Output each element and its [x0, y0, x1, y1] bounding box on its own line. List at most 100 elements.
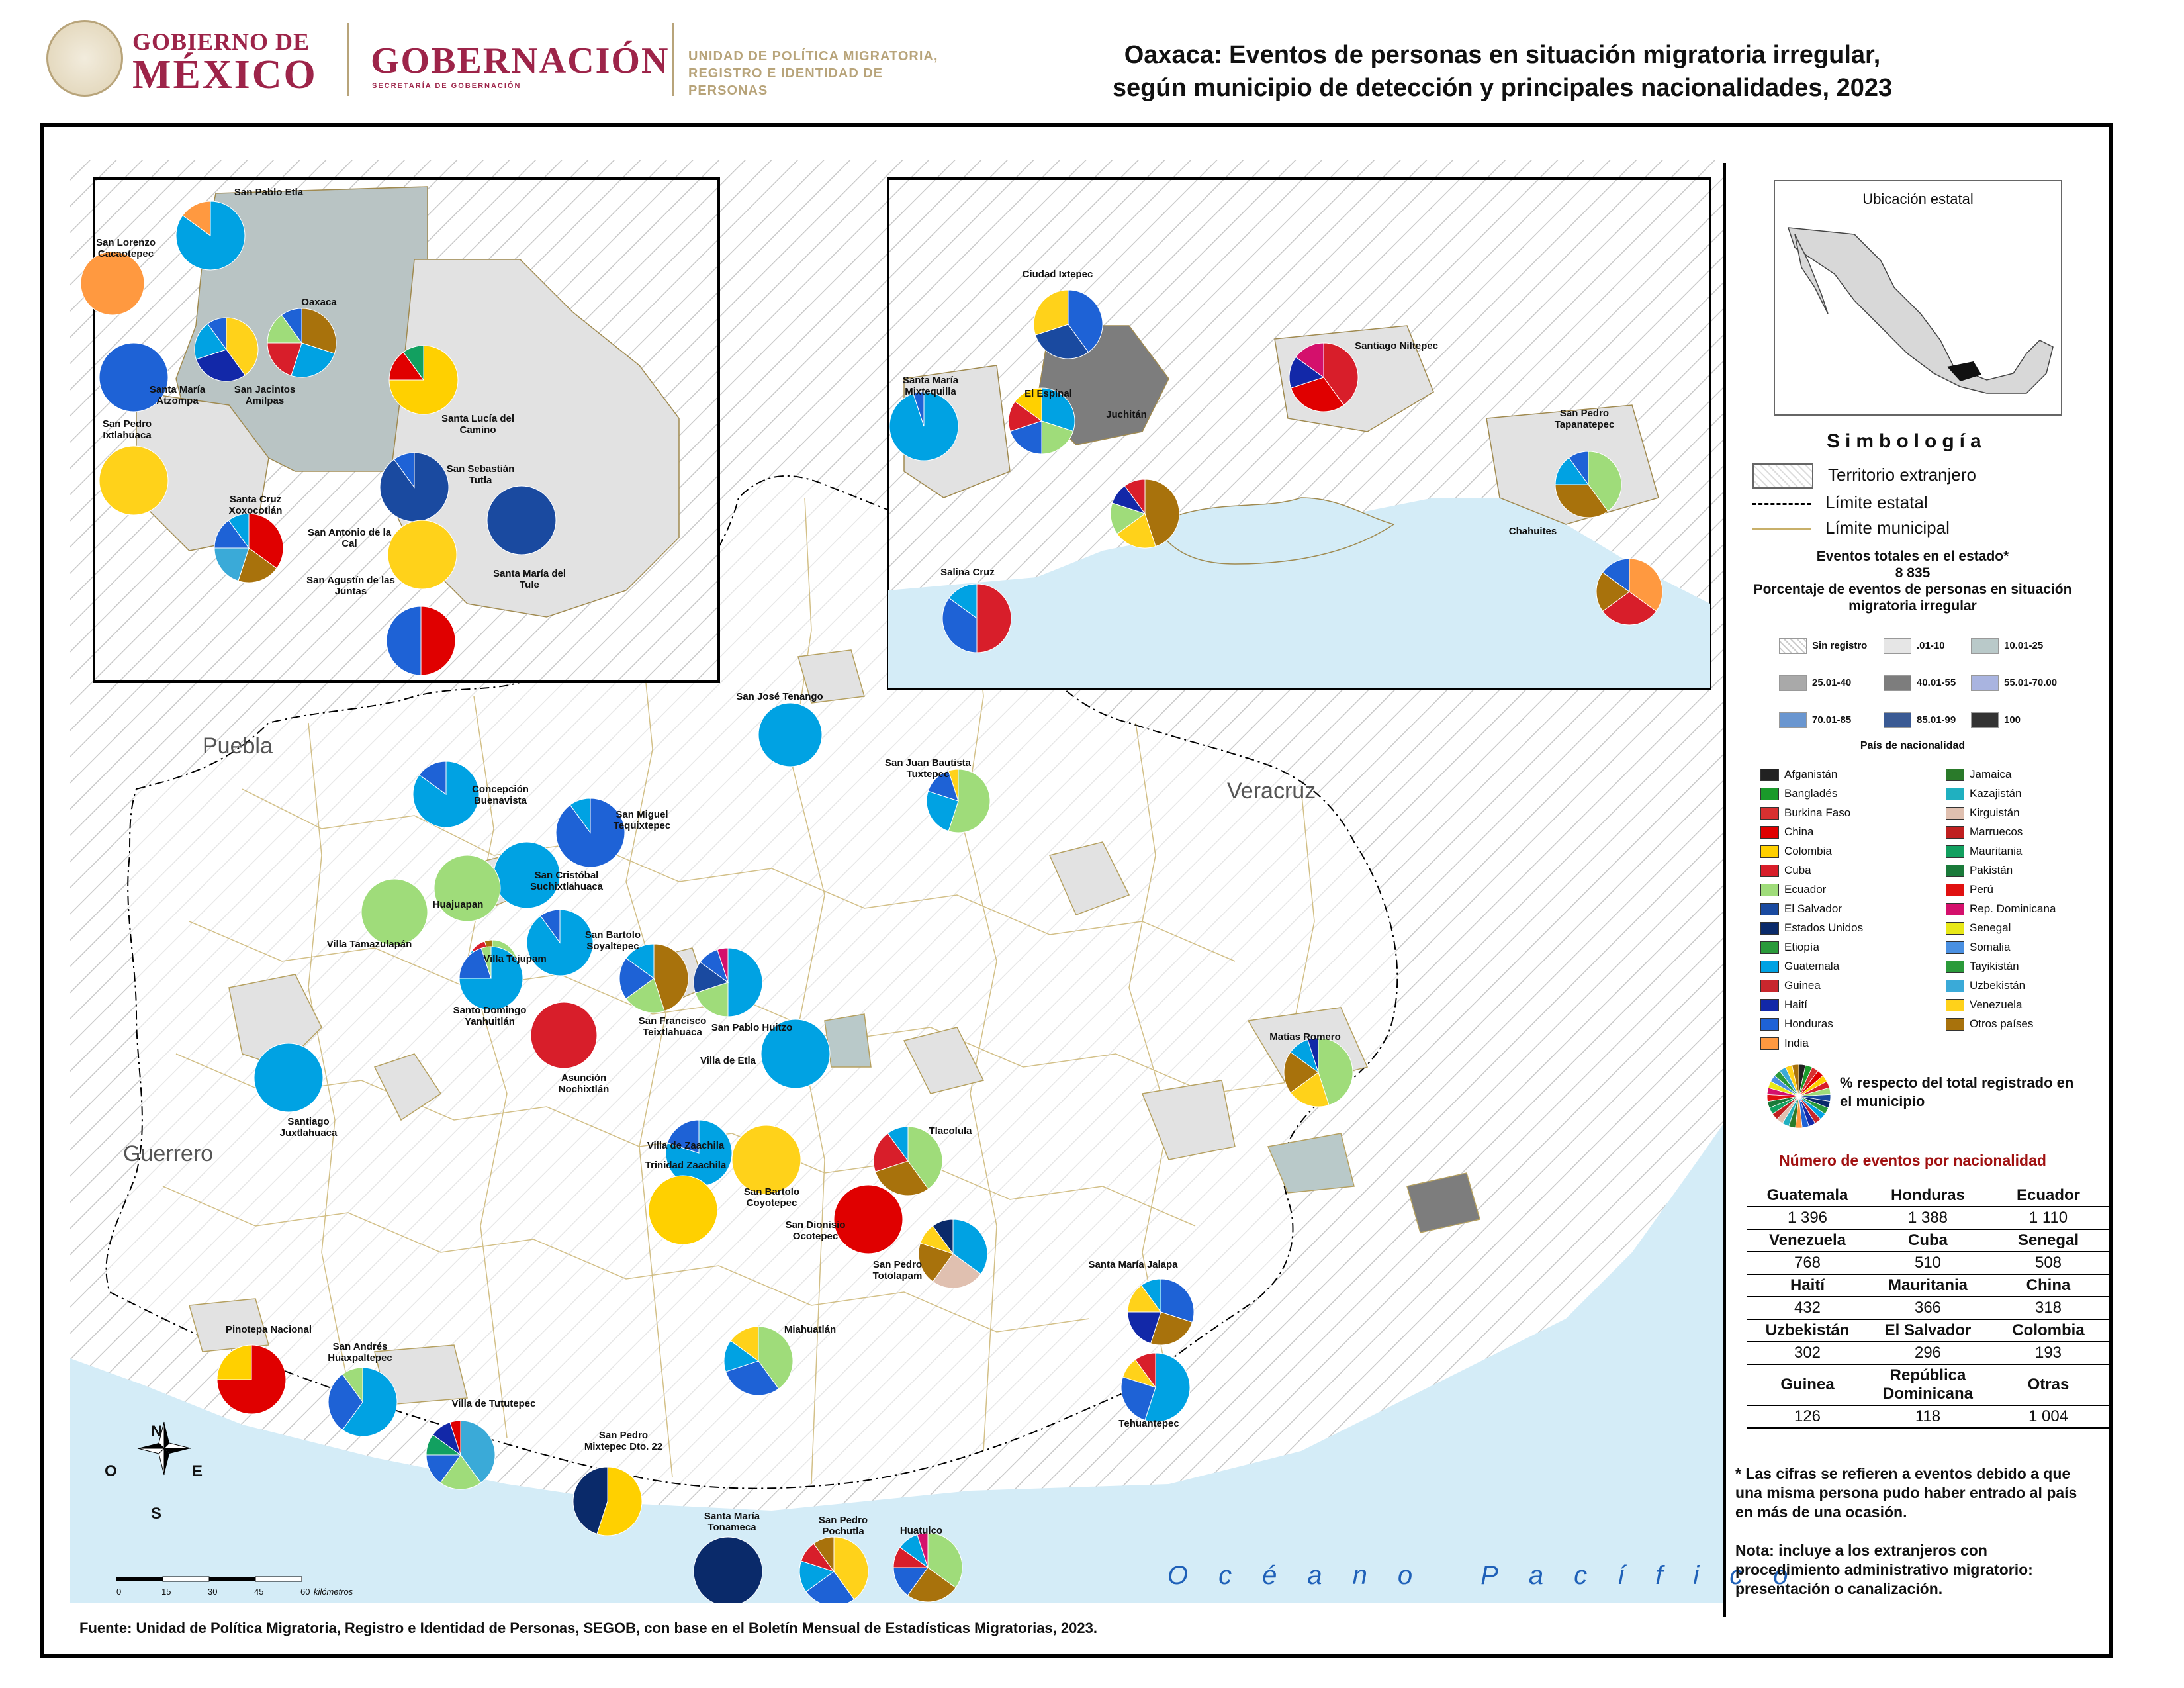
pie-san-agustin-de-las-juntas — [386, 606, 456, 676]
nationality-china: China — [1760, 825, 1813, 839]
slice-ecuador — [694, 982, 729, 1017]
table-header-row: Haití Mauritania China — [1747, 1274, 2109, 1297]
class-100: 100 — [1971, 712, 2021, 728]
municipio-label-villa-tejupam: Villa Tejupam — [483, 953, 547, 964]
slice-colombia — [648, 1175, 718, 1245]
municipio-label-santa-maria-atzompa: Santa María Atzompa — [149, 384, 206, 406]
map-canvas — [70, 160, 1725, 1603]
slice-uzbekistan — [214, 547, 250, 582]
municipio-label-santa-maria-mixtequilla: Santa María Mixtequilla — [902, 375, 959, 397]
nationality-senegal: Senegal — [1946, 921, 2011, 935]
municipio-label-san-pedro-ixtlahuaca: San Pedro Ixtlahuaca — [102, 418, 152, 441]
table-value-haiti: 432 — [1747, 1297, 1868, 1320]
class-swatch — [1884, 675, 1911, 691]
class-70-01-85: 70.01-85 — [1779, 712, 1851, 728]
ubicacion-title: Ubicación estatal — [1862, 191, 1974, 207]
table-nationality-honduras: Honduras — [1868, 1185, 1988, 1207]
slice-venezuela — [833, 1536, 869, 1600]
municipio-label-san-pablo-etla: San Pablo Etla — [234, 187, 304, 198]
slice-guatemala — [194, 323, 227, 360]
pie-villa-tamazulapan — [361, 878, 428, 946]
table-nationality-uzbekistan: Uzbekistán — [1747, 1319, 1868, 1342]
nationality-india: India — [1760, 1037, 1809, 1051]
slice-honduras — [666, 1119, 700, 1154]
table-value-senegal: 508 — [1988, 1252, 2109, 1275]
municipio-label-tlacolula: Tlacolula — [929, 1125, 972, 1137]
class-swatch — [1971, 712, 1999, 728]
slice-honduras — [1009, 420, 1042, 455]
note-asterisk: * Las cifras se refieren a eventos debid… — [1735, 1465, 2077, 1521]
table-row: 1 396 1 388 1 110 — [1747, 1207, 2109, 1230]
slice-estados-unidos — [572, 1466, 608, 1535]
nationality-swatch — [1760, 865, 1779, 878]
header-divider — [347, 23, 349, 96]
nationality-swatch — [1760, 788, 1779, 801]
unidad-label: UNIDAD DE POLÍTICA MIGRATORIA, REGISTRO … — [688, 48, 966, 99]
ocean-label: Océano Pacífico — [1167, 1561, 1819, 1590]
nationality-label: Venezuela — [1970, 998, 2023, 1011]
nationality-swatch — [1760, 807, 1779, 820]
municipio-label-oaxaca: Oaxaca — [301, 297, 337, 308]
nationality-swatch — [1946, 903, 1964, 916]
nationality-label: Mauritania — [1970, 845, 2023, 857]
nationality-swatch — [1760, 903, 1779, 916]
numero-title: Número de eventos por nacionalidad — [1779, 1152, 2046, 1169]
municipio-label-san-pedro-mixtepec-dto-22: San Pedro Mixtepec Dto. 22 — [584, 1430, 663, 1452]
nationality-swatch — [1946, 980, 1964, 993]
ubicacion-estatal-box: Ubicación estatal — [1774, 180, 2062, 416]
state-label-guerrero: Guerrero — [123, 1141, 214, 1166]
slice-guatemala — [228, 513, 250, 549]
nationality-otros-paises: Otros países — [1946, 1017, 2033, 1031]
scale-unit: kilómetros — [314, 1587, 353, 1597]
pie-matias-romero — [1283, 1037, 1353, 1107]
slice-venezuela — [948, 769, 959, 802]
nationality-label: Guinea — [1784, 979, 1821, 992]
municipio-label-trinidad-zaachila: Trinidad Zaachila — [645, 1160, 727, 1171]
gobierno-line1: GOBIERNO DE — [132, 28, 310, 55]
municipio-label-matias-romero: Matías Romero — [1269, 1031, 1341, 1043]
table-nationality-otras: Otras — [1988, 1364, 2109, 1406]
municipio-label-villa-de-etla: Villa de Etla — [700, 1055, 756, 1066]
header-logos: GOBIERNO DE MÉXICO GOBERNACIÓN SECRETARÍ… — [40, 13, 966, 106]
table-value-guatemala: 1 396 — [1747, 1207, 1868, 1230]
slice-honduras — [426, 1454, 461, 1483]
slice-ecuador — [341, 1367, 363, 1403]
slice-otras — [238, 547, 277, 583]
slice-honduras — [99, 342, 169, 412]
pie-salina-cruz — [942, 583, 1012, 653]
gobernacion-logo: GOBERNACIÓN — [371, 40, 670, 81]
nationality-swatch — [1760, 1018, 1779, 1031]
slice-el-salvador — [486, 485, 557, 555]
municipio-label-concepcion-buenavista: Concepción Buenavista — [472, 784, 529, 806]
slice-otras — [918, 1243, 954, 1282]
slice-otras — [1283, 1051, 1319, 1094]
municipio-label-el-espinal: El Espinal — [1024, 388, 1072, 399]
municipio-label-pinotepa-nacional: Pinotepa Nacional — [225, 1324, 312, 1335]
pie-santo-domingo-yanhuitlan — [459, 946, 523, 1011]
slice-guatemala — [1140, 1278, 1161, 1313]
compass-s: S — [151, 1505, 162, 1523]
pie-san-pedro-ixtlahuaca — [99, 445, 169, 516]
municipio-label-villa-de-tututepec: Villa de Tututepec — [451, 1398, 536, 1409]
municipio-label-san-pedro-totolapam: San Pedro Totolapam — [872, 1259, 923, 1282]
municipio-label-san-bartolo-soyaltepec: San Bartolo Soyaltepec — [584, 929, 641, 952]
nationality-label: Haití — [1784, 998, 1807, 1011]
territorio-label: Territorio extranjero — [1828, 464, 1976, 485]
compass-n: N — [151, 1423, 163, 1440]
slice-cuba — [1602, 591, 1657, 626]
pie-santiago-niltepec — [1289, 342, 1359, 412]
scale-tick-0: 0 — [116, 1587, 122, 1597]
gobierno-line2: MÉXICO — [132, 52, 318, 97]
nationality-mauritania: Mauritania — [1946, 845, 2023, 859]
slice-guatemala — [926, 790, 959, 832]
slice-honduras — [619, 957, 655, 1000]
slice-cuba — [873, 1133, 909, 1172]
class-label: 25.01-40 — [1812, 677, 1852, 688]
table-value-republica-dominicana: 118 — [1868, 1405, 1988, 1429]
class-85-01-99: 85.01-99 — [1884, 712, 1956, 728]
municipio-label-tehuantepec: Tehuantepec — [1118, 1418, 1179, 1429]
nationality-jamaica: Jamaica — [1946, 768, 2011, 782]
municipio-label-santo-domingo-yanhuitlan: Santo Domingo Yanhuitlán — [453, 1005, 527, 1027]
slice-colombia — [216, 1344, 252, 1380]
slice-guatemala — [952, 1219, 988, 1275]
